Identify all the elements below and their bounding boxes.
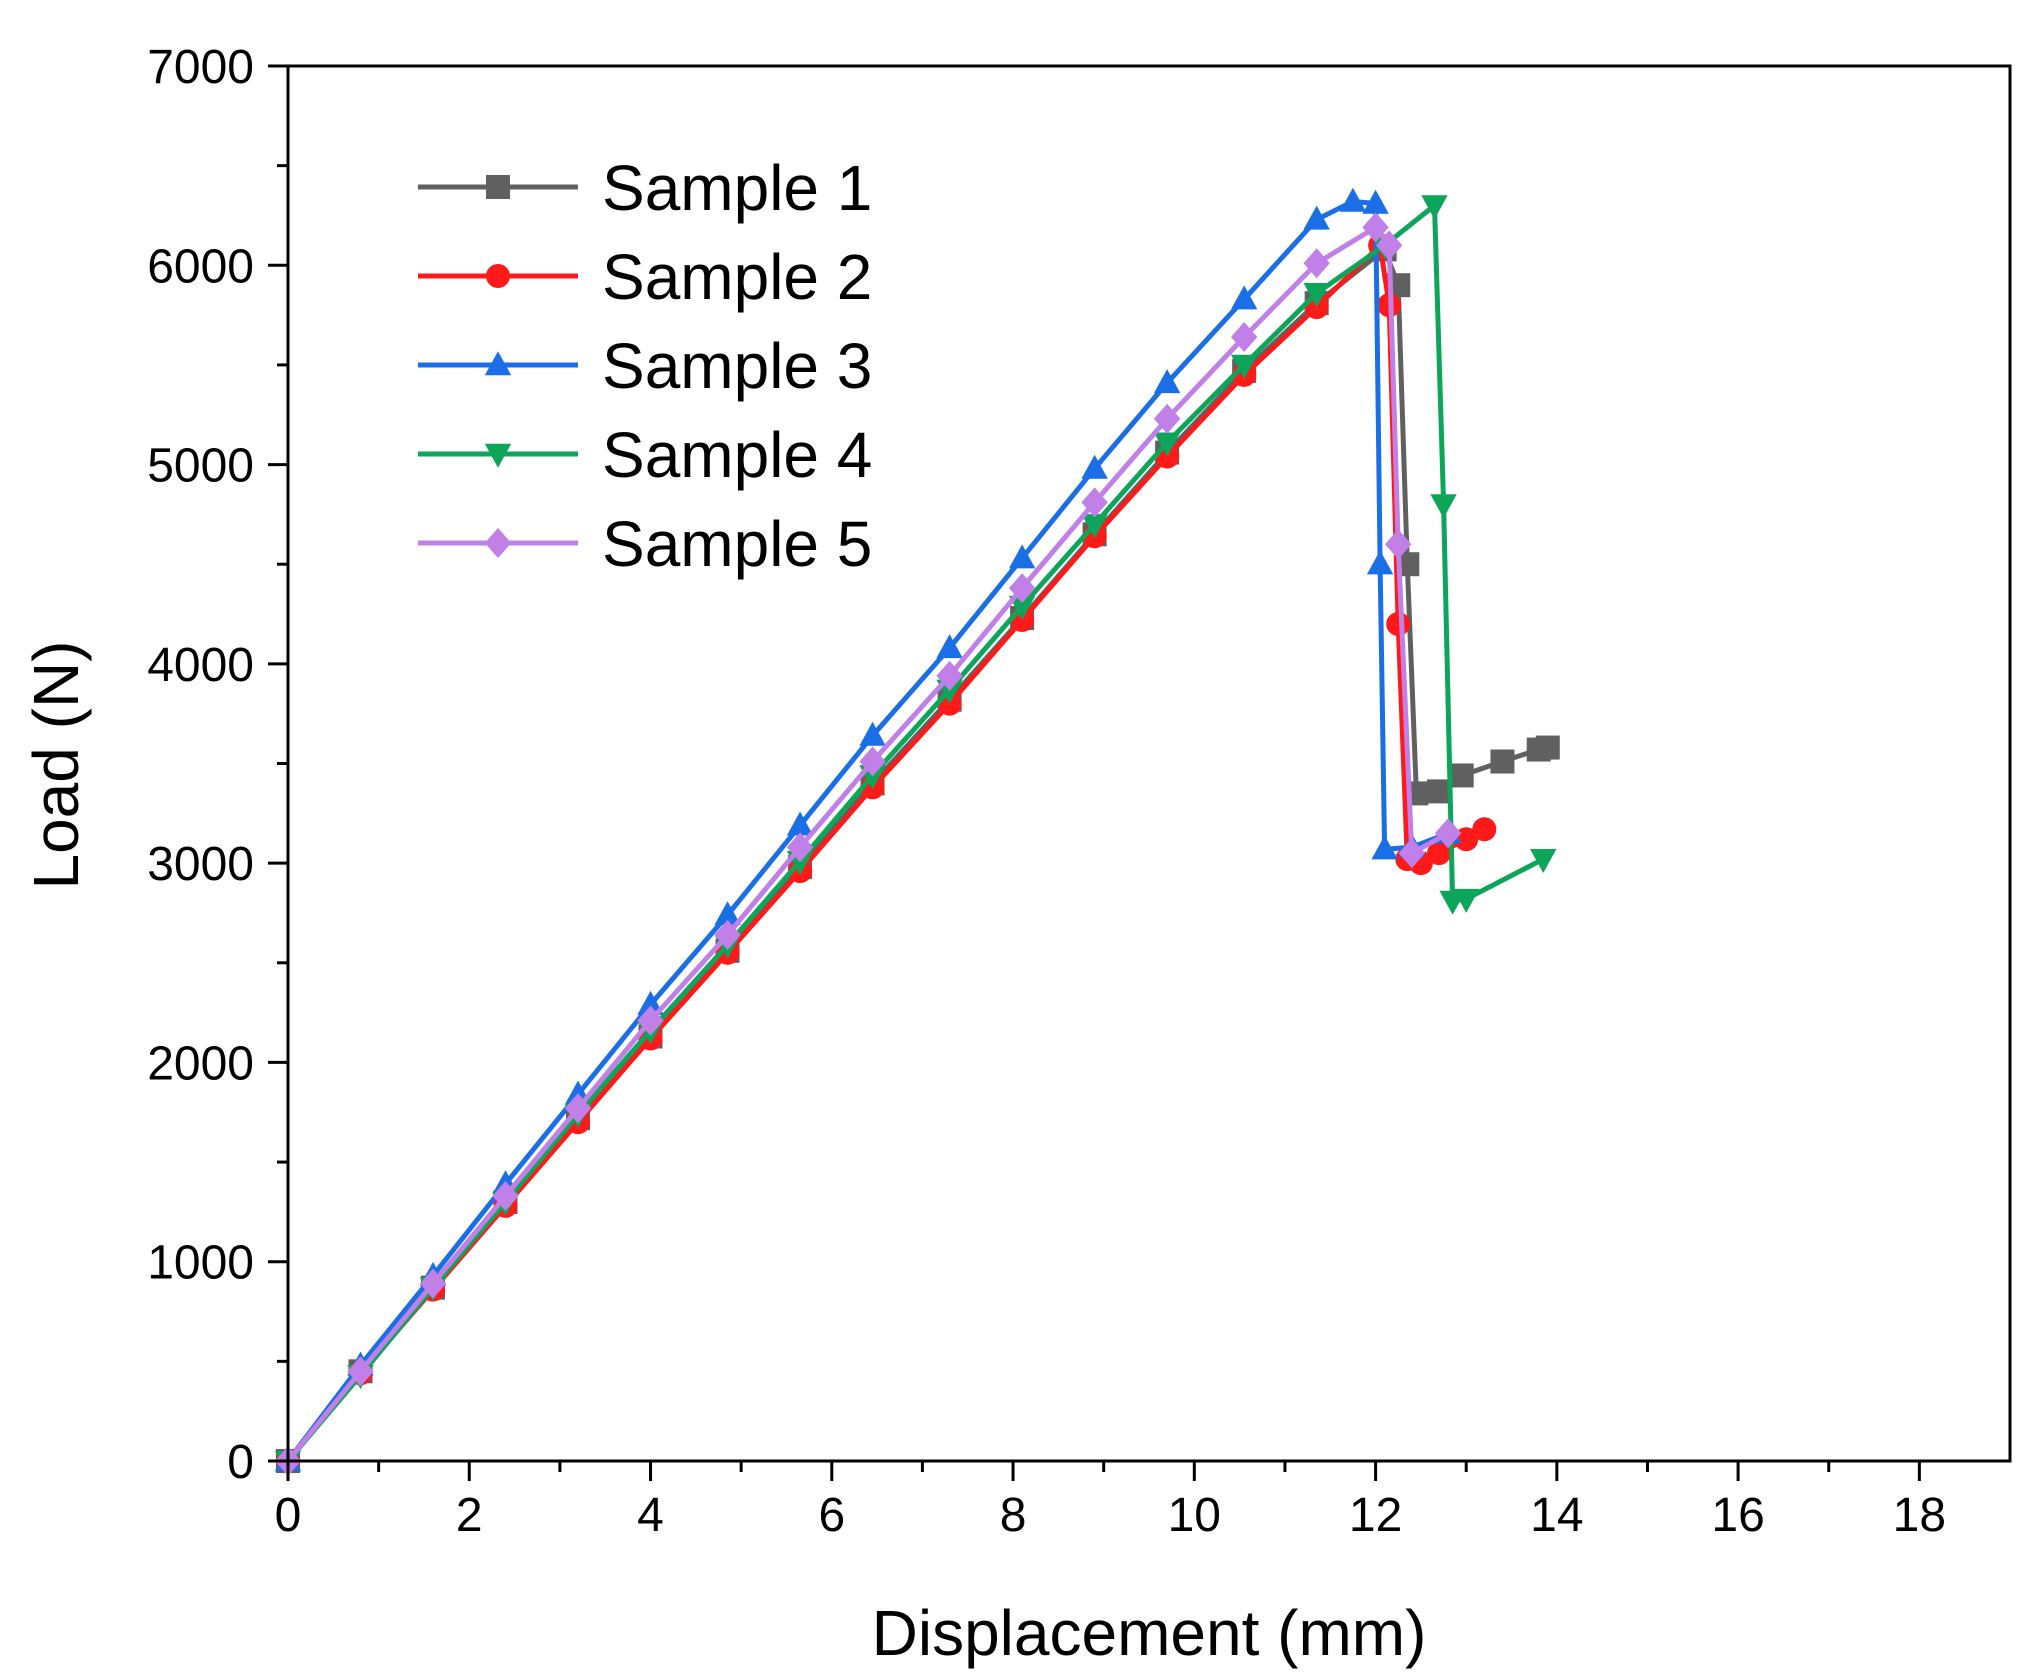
x-tick-label-1: 0	[275, 1489, 302, 1542]
data-point-s3-8	[786, 811, 814, 836]
data-point-s5-12	[1081, 487, 1108, 518]
data-point-s3-12	[1081, 454, 1108, 479]
data-point-s1-22	[1490, 749, 1515, 774]
data-point-s3-15	[1303, 205, 1330, 230]
axes: 0 2 4 6 8 10 12 14 16 18 0 1000 2000 3000 4000 5000 6000…	[147, 41, 2012, 1542]
data-point-s5-5	[564, 1093, 592, 1124]
data-point-s5-13	[1153, 403, 1181, 434]
data-point-s5-16	[1362, 212, 1389, 243]
legend-marker-1	[486, 175, 510, 199]
data-point-s3-18	[1366, 550, 1394, 575]
data-point-s5-3	[419, 1268, 447, 1299]
data-point-s5-9	[859, 746, 886, 777]
data-point-s4-21	[1530, 848, 1557, 873]
legend-marker-4	[484, 443, 512, 468]
data-point-s5-6	[637, 1005, 664, 1036]
y-tick-label-5: 4000	[147, 639, 254, 692]
data-point-s5-11	[1008, 573, 1036, 604]
data-point-s2-18	[1386, 612, 1411, 636]
data-point-s3-13	[1153, 369, 1181, 394]
data-point-s5-14	[1230, 322, 1258, 353]
data-point-s3-19	[1371, 835, 1398, 860]
data-point-s3-16	[1339, 187, 1367, 212]
data-point-s5-15	[1303, 248, 1330, 279]
x-tick-label-2: 2	[456, 1489, 483, 1542]
data-point-s3-17	[1362, 189, 1389, 214]
data-point-s2-21	[1427, 841, 1452, 866]
x-tick-label-8: 14	[1530, 1489, 1583, 1542]
data-point-s4-18	[1430, 494, 1457, 519]
data-point-s5-2	[347, 1356, 374, 1387]
data-point-s5-4	[492, 1180, 519, 1211]
x-tick-label-6: 10	[1168, 1489, 1221, 1542]
data-point-s1-20	[1427, 779, 1452, 804]
data-point-s3-9	[859, 721, 886, 746]
x-axis-title: Displacement (mm)	[872, 1597, 1427, 1669]
y-tick-label-3: 2000	[147, 1037, 254, 1090]
y-tick-label-6: 5000	[147, 440, 254, 493]
x-tick-label-3: 4	[637, 1489, 664, 1542]
data-point-s5-7	[714, 919, 741, 950]
legend-label-4: Sample 4	[602, 419, 872, 491]
y-tick-label-2: 1000	[147, 1237, 254, 1290]
x-tick-label-10: 18	[1893, 1489, 1946, 1542]
x-tick-label-5: 8	[1000, 1489, 1027, 1542]
y-axis-title: Load (N)	[20, 641, 92, 890]
legend-marker-5	[484, 528, 512, 558]
y-tick-label-8: 7000	[147, 41, 254, 94]
x-tick-label-7: 12	[1349, 1489, 1402, 1542]
y-tick-label-1: 0	[227, 1436, 254, 1489]
data-point-s4-11	[1008, 595, 1036, 620]
data-point-s4-13	[1153, 432, 1181, 457]
x-tick-label-9: 16	[1711, 1489, 1764, 1542]
data-point-s4-12	[1081, 514, 1108, 539]
data-point-s3-11	[1008, 544, 1036, 569]
data-point-s3-6	[637, 990, 664, 1015]
data-point-s3-10	[936, 634, 963, 659]
legend-marker-2	[486, 264, 510, 288]
data-point-s5-8	[786, 832, 814, 863]
data-point-s4-17	[1421, 195, 1448, 220]
data-point-s5-10	[936, 660, 963, 691]
x-tick-label-4: 6	[818, 1489, 845, 1542]
legend-label-3: Sample 3	[602, 330, 872, 402]
y-tick-label-7: 6000	[147, 240, 254, 293]
y-tick-label-4: 3000	[147, 838, 254, 891]
data-point-s5-18	[1385, 529, 1412, 560]
legend-label-1: Sample 1	[602, 152, 872, 224]
legend: Sample 1 Sample 2 Sample 3 Sample 4 Sample 5	[418, 152, 872, 580]
data-point-s3-14	[1230, 285, 1258, 310]
data-point-s2-23	[1472, 817, 1497, 842]
data-point-s1-24	[1535, 735, 1560, 760]
data-point-s5-20	[1434, 818, 1462, 849]
data-point-s4-20	[1453, 888, 1480, 913]
legend-marker-3	[484, 351, 512, 376]
data-point-s1-21	[1449, 763, 1474, 788]
data-point-s5-17	[1375, 230, 1403, 261]
data-point-s4-14	[1230, 354, 1258, 379]
legend-label-2: Sample 2	[602, 241, 872, 313]
legend-label-5: Sample 5	[602, 508, 872, 580]
data-point-s5-19	[1398, 838, 1426, 869]
data-point-s4-15	[1303, 282, 1330, 307]
data-point-s3-7	[714, 901, 741, 926]
plot-area	[274, 187, 1560, 1476]
